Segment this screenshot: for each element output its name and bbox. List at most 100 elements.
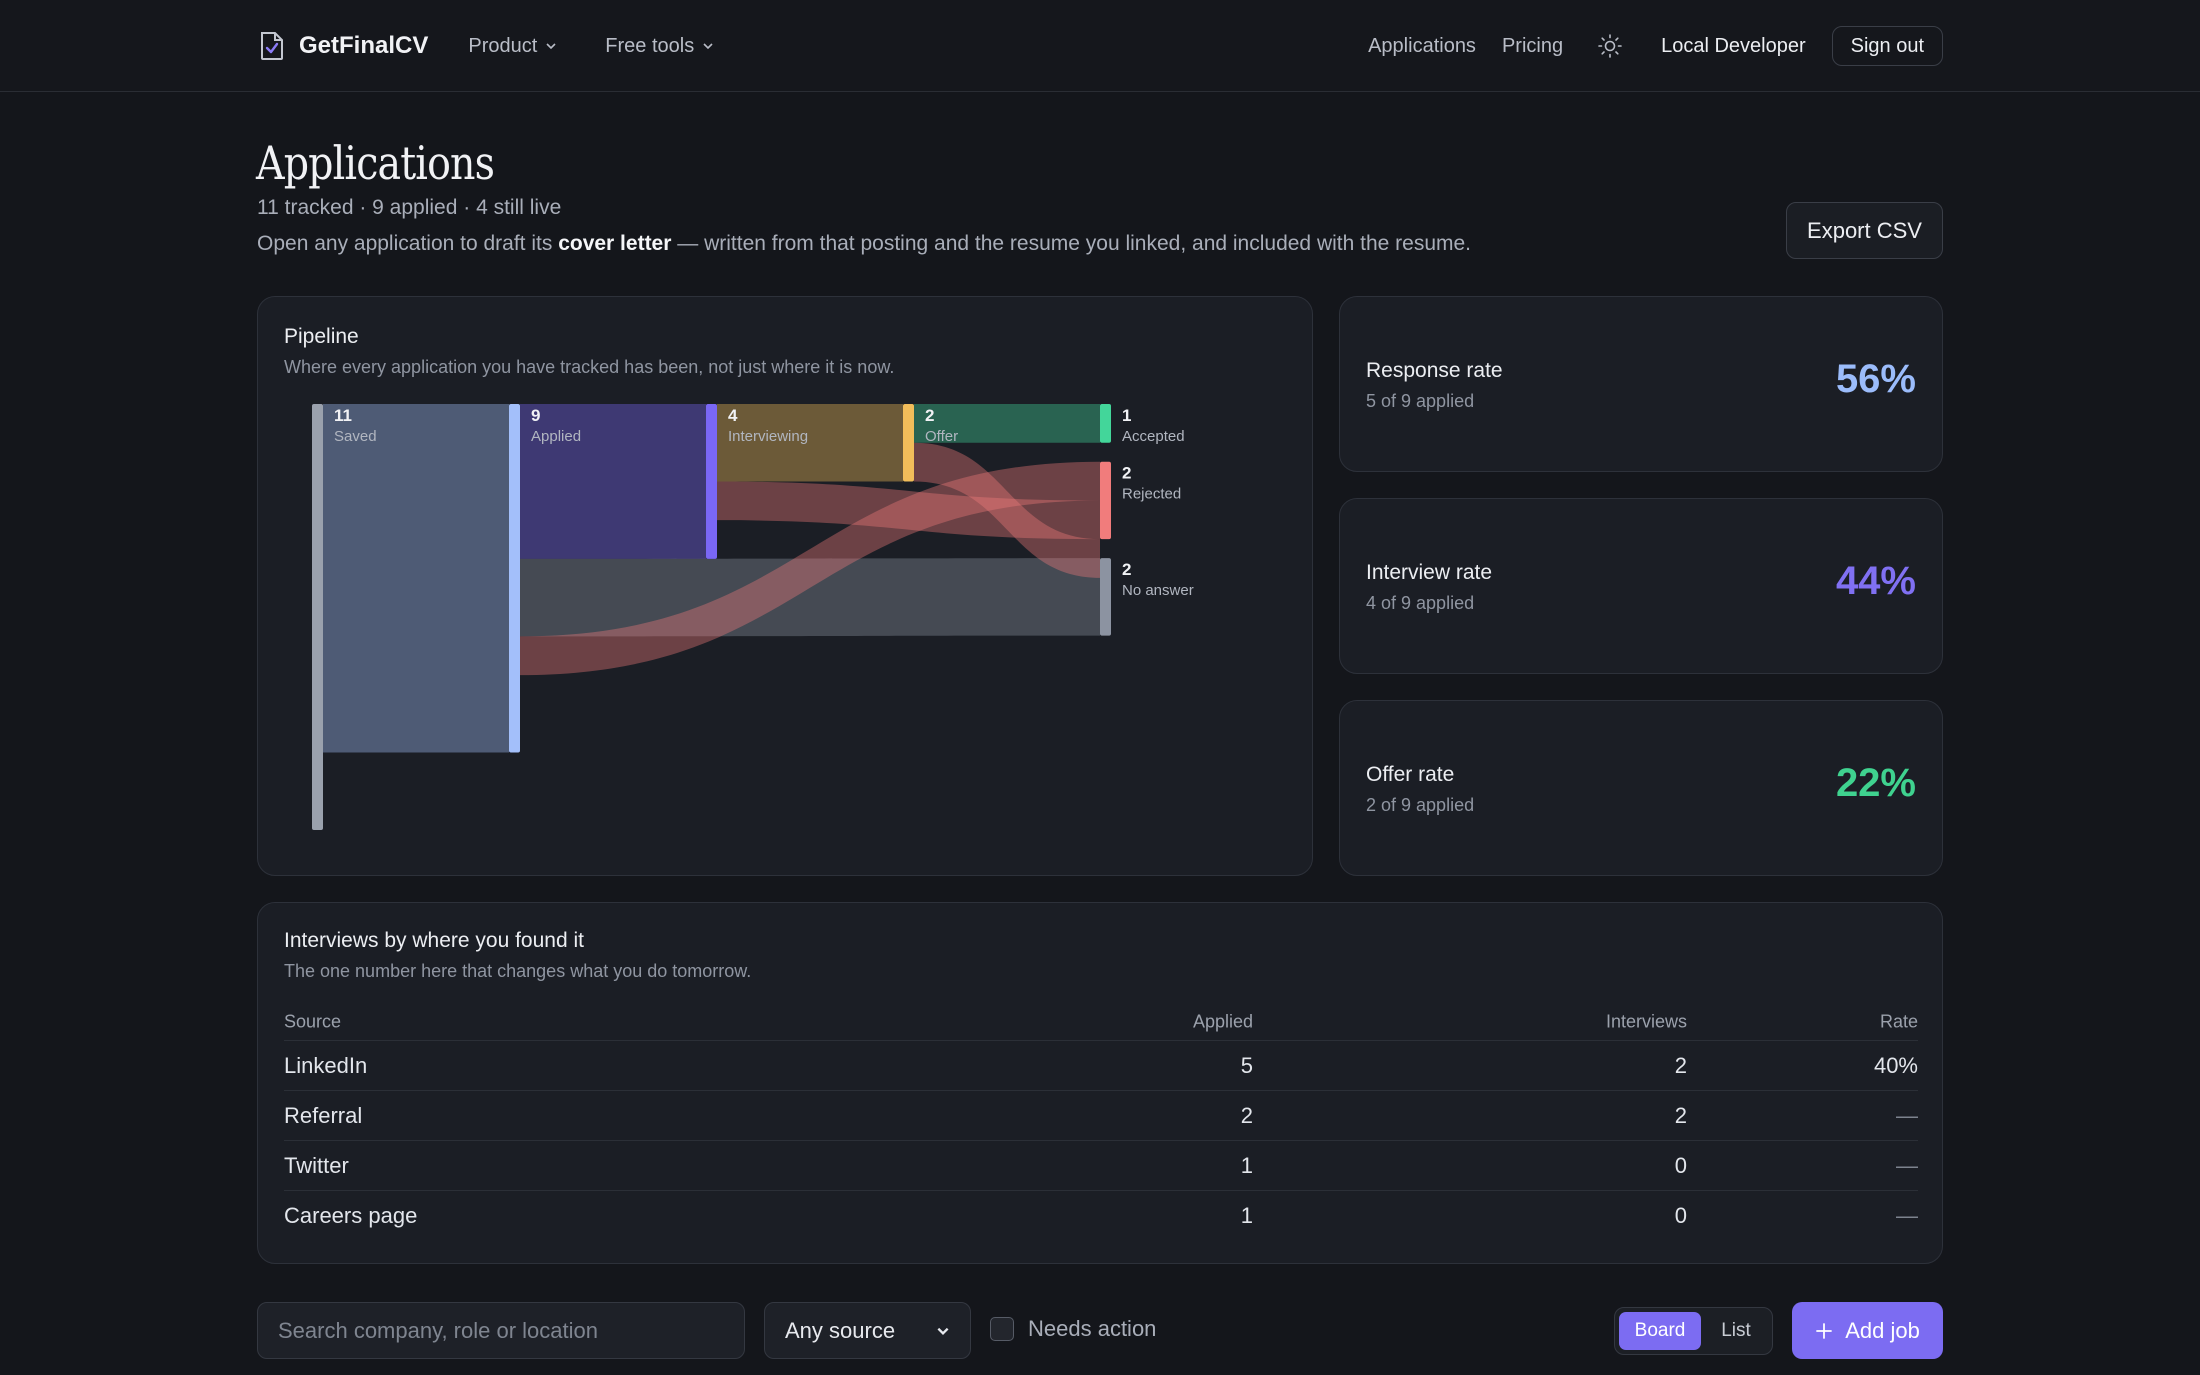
interview-rate: — [1896,1203,1918,1228]
sankey-node-label-accepted: Accepted [1122,428,1185,445]
interviews-count: 2 [1674,1102,1687,1128]
applied-count: 1 [1240,1152,1253,1178]
product-menu-label: Product [468,34,538,57]
source-name: Twitter [284,1152,349,1178]
sankey-node-rejected [1100,461,1111,540]
source-name: Referral [284,1102,363,1128]
column-header-interviews: Interviews [1605,1011,1687,1031]
needs-action-label: Needs action [1028,1316,1157,1341]
interview-rate-card: Interview rate 4 of 9 applied 44% [1339,498,1943,674]
chevron-down-icon [703,43,713,50]
sankey-node-count-no_answer: 2 [1122,560,1131,579]
sankey-node-count-applied: 9 [531,406,540,425]
chevron-down-icon [546,43,556,50]
search-input[interactable] [257,1302,745,1359]
interview-rate: 40% [1873,1052,1918,1078]
sankey-node-count-offer: 2 [925,406,934,425]
sankey-node-label-applied: Applied [531,428,581,445]
document-check-icon [261,32,283,60]
sankey-node-count-accepted: 1 [1122,406,1131,425]
summary-stats: 11 tracked · 9 applied · 4 still live [257,196,562,219]
rate-sub: 5 of 9 applied [1366,391,1475,411]
pipeline-title: Pipeline [284,325,359,348]
sankey-node-label-offer: Offer [925,428,958,445]
sankey-node-label-interviewing: Interviewing [728,428,808,445]
board-view-button[interactable]: Board [1619,1312,1701,1350]
free-tools-menu[interactable]: Free tools [605,35,714,58]
rate-label: Interview rate [1366,561,1493,584]
source-select[interactable]: Any source [764,1302,971,1359]
offer-rate-card: Offer rate 2 of 9 applied 22% [1339,700,1943,876]
applied-count: 2 [1240,1102,1253,1128]
sankey-link-applied-interviewing [520,404,706,559]
rate-value: 22% [1835,761,1916,805]
sankey-link-applied-no_answer [520,558,1100,637]
sankey-node-interviewing [706,404,717,559]
intro-text: Open any application to draft its cover … [257,232,1471,256]
list-view-button[interactable]: List [1721,1320,1751,1341]
user-name: Local Developer [1661,34,1806,57]
add-job-label: Add job [1845,1317,1920,1343]
sources-card: Interviews by where you found it The one… [257,902,1943,1264]
rate-label: Offer rate [1366,763,1455,786]
sankey-node-applied [509,404,520,753]
interviews-count: 2 [1674,1052,1687,1078]
column-header-rate: Rate [1879,1011,1918,1031]
interview-rate: — [1896,1152,1918,1178]
sankey-node-no_answer [1100,558,1111,636]
rate-value: 44% [1835,559,1916,603]
top-nav: GetFinalCV Product Free tools Applicatio… [0,0,2200,92]
table-row: Referral 2 2 — [284,1091,1918,1141]
nav-link-applications[interactable]: Applications [1368,34,1476,57]
brand-logo[interactable]: GetFinalCV [257,30,428,62]
sankey-link-offer-rejected [914,442,1100,578]
pipeline-subtitle: Where every application you have tracked… [284,357,895,377]
needs-action-filter[interactable]: Needs action [990,1316,1156,1342]
chevron-down-icon [937,1327,949,1335]
product-menu[interactable]: Product [468,35,557,58]
sources-title: Interviews by where you found it [284,929,584,952]
sources-table: Source Applied Interviews Rate LinkedIn … [284,1003,1918,1241]
pipeline-card: Pipeline Where every application you hav… [257,296,1313,876]
interview-rate: — [1896,1102,1918,1128]
intro-text-bold: cover letter [558,232,672,255]
sankey-node-label-saved: Saved [334,428,377,445]
column-header-applied: Applied [1192,1011,1253,1031]
sankey-link-applied-rejected [520,461,1100,676]
interviews-count: 0 [1674,1203,1687,1228]
sankey-node-count-rejected: 2 [1122,464,1131,483]
sign-out-button[interactable]: Sign out [1831,26,1943,66]
nav-link-pricing[interactable]: Pricing [1501,34,1564,57]
free-tools-menu-label: Free tools [605,34,695,57]
sankey-link-interviewing-rejected [717,481,1100,540]
source-name: LinkedIn [284,1052,368,1078]
source-name: Careers page [284,1203,418,1228]
brand-name: GetFinalCV [299,32,429,59]
sankey-node-label-rejected: Rejected [1122,486,1181,503]
add-job-button[interactable]: Add job [1792,1302,1943,1359]
column-header-source: Source [284,1011,342,1031]
sankey-node-count-interviewing: 4 [728,406,738,425]
rate-value: 56% [1835,357,1916,401]
interviews-count: 0 [1674,1152,1687,1178]
intro-text-before: Open any application to draft its [257,232,559,255]
rate-label: Response rate [1366,359,1503,382]
sankey-node-offer [903,404,914,482]
sankey-link-saved-applied [323,404,509,753]
sankey-link-offer-accepted [914,404,1100,443]
sankey-node-label-no_answer: No answer [1122,582,1194,599]
sun-icon[interactable] [1597,33,1623,59]
response-rate-card: Response rate 5 of 9 applied 56% [1339,296,1943,472]
intro-text-after: — written from that posting and the resu… [671,232,1472,255]
table-row: Twitter 1 0 — [284,1141,1918,1191]
table-row: LinkedIn 5 2 40% [284,1041,1918,1091]
applied-count: 1 [1240,1203,1253,1228]
export-csv-button[interactable]: Export CSV [1786,202,1943,259]
pipeline-sankey-chart: 11 Saved 9 Applied 4 Interviewing 2 Offer 1 Accep… [312,404,1194,830]
rate-sub: 2 of 9 applied [1366,795,1475,815]
view-toggle: Board List [1614,1307,1773,1355]
needs-action-checkbox[interactable] [990,1317,1014,1341]
sources-subtitle: The one number here that changes what yo… [284,961,752,981]
sankey-node-count-saved: 11 [334,406,352,425]
table-row: Careers page 1 0 — [284,1191,1918,1241]
